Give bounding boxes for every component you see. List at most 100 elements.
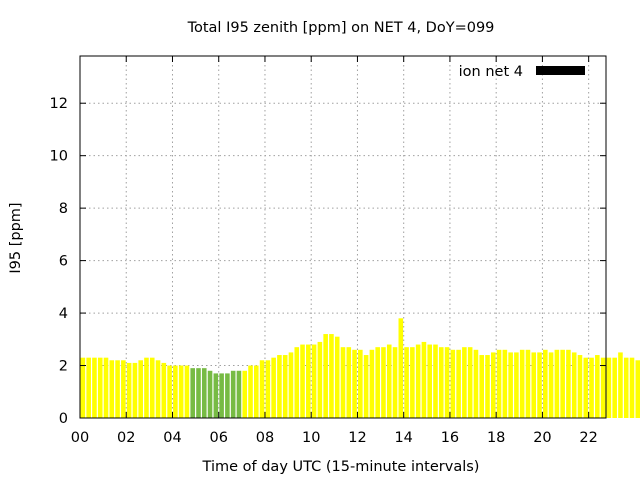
- bar: [288, 352, 294, 418]
- x-tick-label: 10: [302, 430, 320, 446]
- x-tick-label: 18: [487, 430, 505, 446]
- bar: [92, 357, 97, 418]
- y-tick-label: 6: [59, 254, 68, 270]
- bar: [514, 352, 519, 418]
- legend-label: ion net 4: [459, 64, 523, 80]
- bar: [323, 334, 328, 418]
- bar: [444, 347, 450, 418]
- bar: [271, 357, 276, 418]
- bar: [277, 355, 282, 418]
- bar: [519, 349, 525, 418]
- bar: [485, 355, 490, 418]
- x-tick-label: 16: [441, 430, 459, 446]
- bar: [259, 360, 265, 418]
- bar: [173, 365, 178, 418]
- bar: [149, 357, 155, 418]
- bar: [311, 344, 317, 418]
- bar: [126, 362, 132, 418]
- bar: [392, 347, 398, 418]
- bar: [121, 360, 126, 418]
- x-axis-label: Time of day UTC (15-minute intervals): [202, 459, 480, 475]
- bar: [184, 365, 190, 418]
- bar: [254, 365, 259, 418]
- bar: [600, 357, 606, 418]
- bar: [144, 357, 149, 418]
- bar: [462, 347, 467, 418]
- bar-highlighted: [225, 373, 230, 418]
- bar: [606, 357, 612, 418]
- x-tick-label: 20: [533, 430, 551, 446]
- bar: [317, 341, 323, 418]
- bar-highlighted: [236, 370, 242, 418]
- bar-highlighted: [213, 373, 219, 418]
- x-tick-label: 00: [71, 430, 89, 446]
- bar: [248, 365, 253, 418]
- bar: [589, 357, 594, 418]
- bar: [635, 360, 640, 418]
- grid-lines: [80, 56, 606, 418]
- bar: [386, 344, 392, 418]
- bar: [115, 360, 120, 418]
- chart-title: Total I95 zenith [ppm] on NET 4, DoY=099: [187, 20, 495, 36]
- bar: [583, 357, 589, 418]
- x-tick-label: 22: [579, 430, 597, 446]
- bar: [560, 349, 565, 418]
- bar: [358, 349, 363, 418]
- bar-highlighted: [230, 370, 236, 418]
- bar: [80, 357, 86, 418]
- bar: [86, 357, 91, 418]
- bar: [618, 352, 623, 418]
- y-axis-label: I95 [ppm]: [8, 202, 24, 273]
- bar: [612, 357, 617, 418]
- bar: [467, 347, 473, 418]
- bar-highlighted: [201, 368, 207, 418]
- bar: [329, 334, 334, 418]
- bar: [294, 347, 300, 418]
- bar: [577, 355, 583, 418]
- bar: [548, 352, 554, 418]
- bar: [381, 347, 386, 418]
- bar: [334, 336, 340, 418]
- bar: [623, 357, 629, 418]
- bar: [566, 349, 571, 418]
- x-tick-label: 06: [209, 430, 227, 446]
- legend: ion net 4: [459, 64, 585, 80]
- bar: [490, 352, 496, 418]
- bar: [502, 349, 508, 418]
- bar: [404, 347, 409, 418]
- bar: [629, 357, 635, 418]
- x-tick-label: 02: [117, 430, 135, 446]
- bar: [340, 347, 346, 418]
- bar: [109, 360, 115, 418]
- bar: [103, 357, 109, 418]
- bar: [554, 349, 560, 418]
- bar: [178, 365, 184, 418]
- bar-highlighted: [219, 373, 224, 418]
- bar: [595, 355, 600, 418]
- bar: [456, 349, 461, 418]
- bar: [282, 355, 288, 418]
- bar: [352, 349, 357, 418]
- bar: [242, 370, 248, 418]
- bar-highlighted: [207, 370, 213, 418]
- bar: [537, 352, 542, 418]
- y-tick-label: 2: [59, 359, 68, 375]
- bar: [167, 365, 172, 418]
- bar: [438, 347, 444, 418]
- bar: [398, 318, 404, 418]
- bars: [80, 318, 640, 418]
- bar: [369, 349, 375, 418]
- bar: [433, 344, 438, 418]
- y-tick-label: 10: [50, 149, 68, 165]
- bar: [138, 360, 143, 418]
- bar: [346, 347, 352, 418]
- bar-highlighted: [196, 368, 201, 418]
- y-tick-label: 12: [50, 96, 68, 112]
- x-tick-label: 14: [394, 430, 412, 446]
- x-tick-label: 04: [163, 430, 181, 446]
- bar: [265, 360, 271, 418]
- x-tick-label: 12: [348, 430, 366, 446]
